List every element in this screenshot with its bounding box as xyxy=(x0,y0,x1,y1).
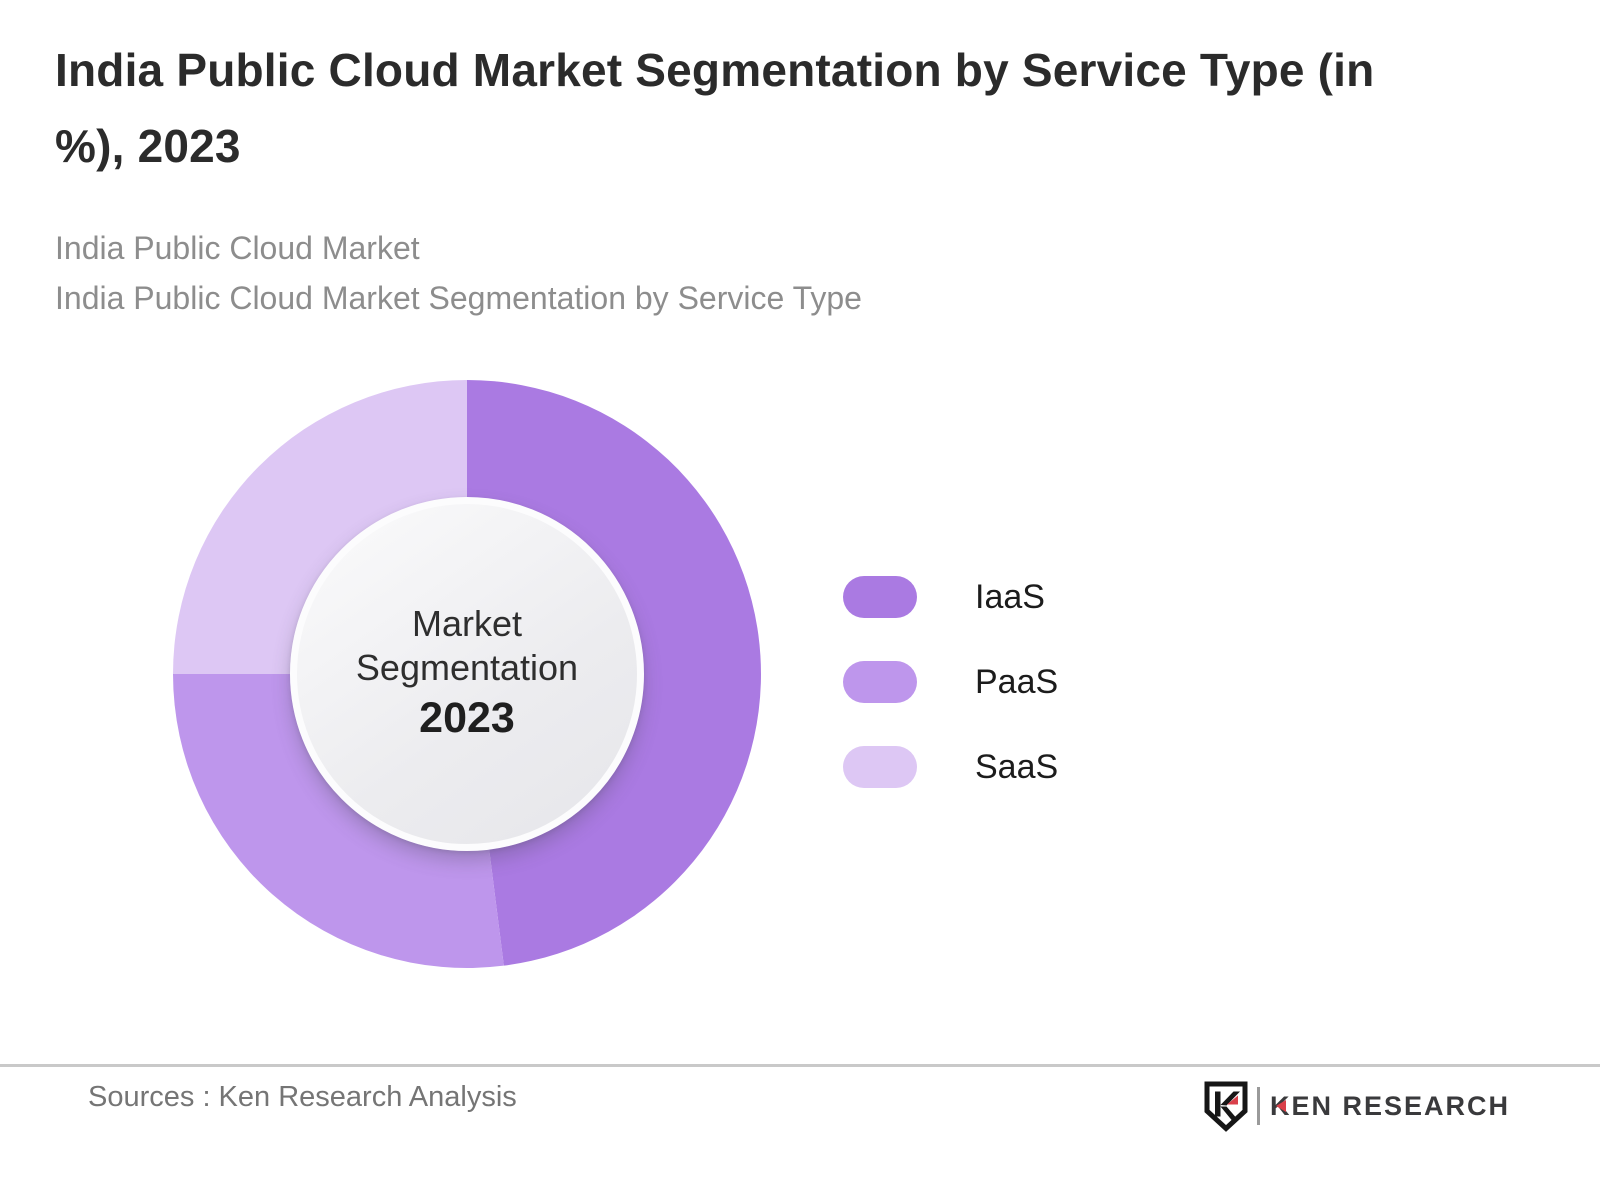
legend-swatch-saas xyxy=(843,746,917,788)
chart-subtitles: India Public Cloud Market India Public C… xyxy=(55,223,862,323)
donut-center-label: Market Segmentation xyxy=(355,603,579,688)
logo-wordmark: KEN RESEARCH xyxy=(1270,1080,1510,1132)
chart-legend: IaaS PaaS SaaS xyxy=(843,576,1058,831)
legend-item-saas: SaaS xyxy=(843,746,1058,788)
subtitle-segmentation: India Public Cloud Market Segmentation b… xyxy=(55,280,862,316)
page-title-line-2: %), 2023 xyxy=(55,120,241,172)
page-title-line-1: India Public Cloud Market Segmentation b… xyxy=(55,44,1375,96)
donut-center-disc: Market Segmentation 2023 xyxy=(290,497,644,851)
page-title: India Public Cloud Market Segmentation b… xyxy=(55,32,1374,184)
donut-center-year: 2023 xyxy=(419,694,515,742)
sources-note: Sources : Ken Research Analysis xyxy=(88,1081,517,1113)
logo-divider xyxy=(1256,1087,1260,1125)
legend-item-iaas: IaaS xyxy=(843,576,1058,618)
subtitle-market: India Public Cloud Market xyxy=(55,230,420,266)
legend-swatch-iaas xyxy=(843,576,917,618)
ken-research-emblem-icon xyxy=(1204,1081,1248,1132)
donut-chart: Market Segmentation 2023 xyxy=(173,380,761,968)
legend-label-saas: SaaS xyxy=(975,747,1059,786)
ken-research-logo: KEN RESEARCH xyxy=(1203,1080,1510,1132)
legend-swatch-paas xyxy=(843,661,917,703)
footer-divider xyxy=(0,1064,1600,1067)
legend-label-iaas: IaaS xyxy=(975,577,1045,616)
legend-item-paas: PaaS xyxy=(843,661,1058,703)
legend-label-paas: PaaS xyxy=(975,662,1059,701)
